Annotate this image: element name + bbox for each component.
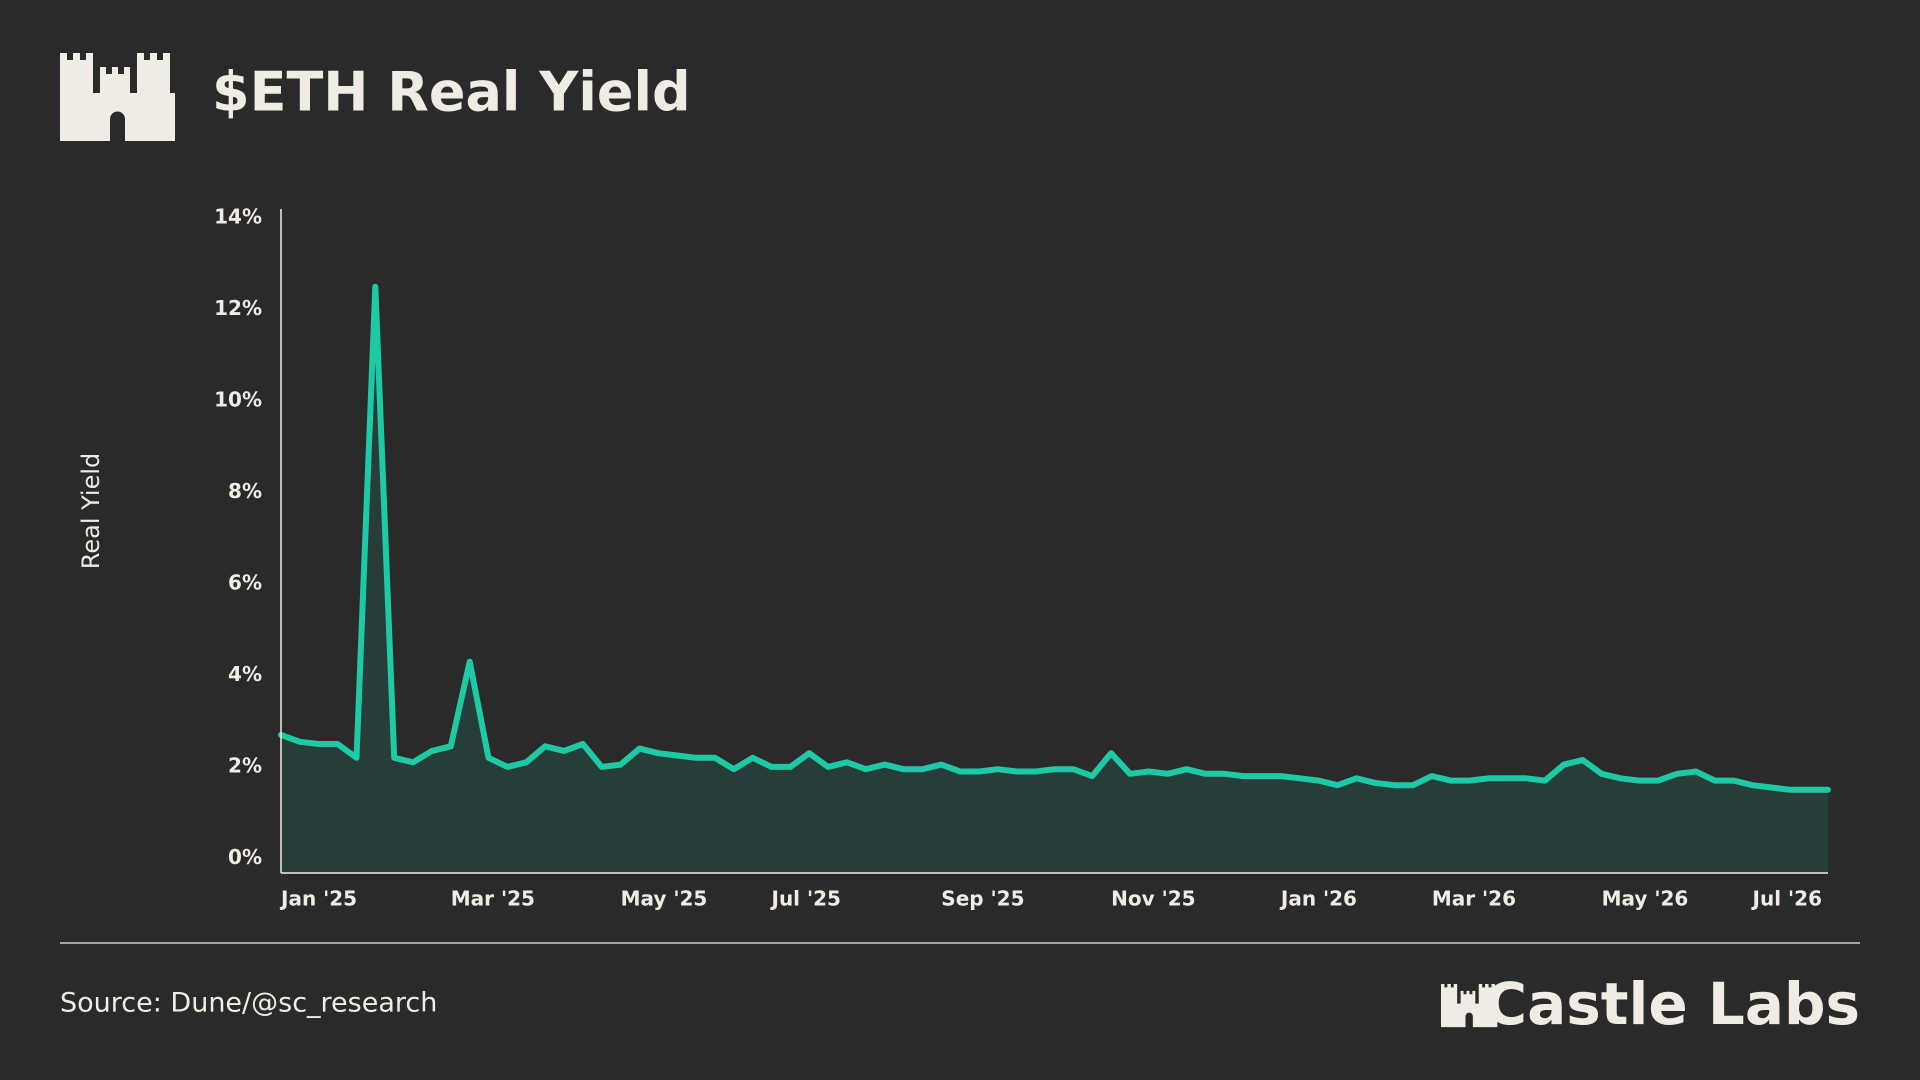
y-tick-label: 6% xyxy=(228,570,262,594)
x-tick-label: Mar '25 xyxy=(451,887,535,911)
y-tick-label: 14% xyxy=(214,205,262,229)
x-tick-label: Jan '26 xyxy=(1279,887,1357,911)
x-tick-label: Jan '25 xyxy=(279,887,357,911)
y-tick-label: 0% xyxy=(228,845,262,869)
y-tick-label: 4% xyxy=(228,662,262,686)
x-tick-label: May '25 xyxy=(621,887,708,911)
line xyxy=(278,283,1831,793)
y-axis-label: Real Yield xyxy=(77,453,105,570)
x-tick-label: May '26 xyxy=(1602,887,1689,911)
y-tick-label: 12% xyxy=(214,296,262,320)
area xyxy=(281,286,1828,873)
y-tick-label: 2% xyxy=(228,753,262,777)
x-tick-label: Jul '26 xyxy=(1751,887,1822,911)
x-tick-label: Nov '25 xyxy=(1111,887,1195,911)
source: Source: Dune/@sc_research xyxy=(60,988,437,1019)
x-tick-label: Sep '25 xyxy=(941,887,1024,911)
chart-title: $ETH Real Yield xyxy=(212,61,691,124)
logo-icon xyxy=(60,53,175,141)
y-tick-label: 8% xyxy=(228,479,262,503)
x-tick-label: Mar '26 xyxy=(1432,887,1516,911)
x-tick-label: Jul '25 xyxy=(770,887,841,911)
y-tick-label: 10% xyxy=(214,388,262,412)
brand: Castle Labs xyxy=(1485,970,1861,1038)
